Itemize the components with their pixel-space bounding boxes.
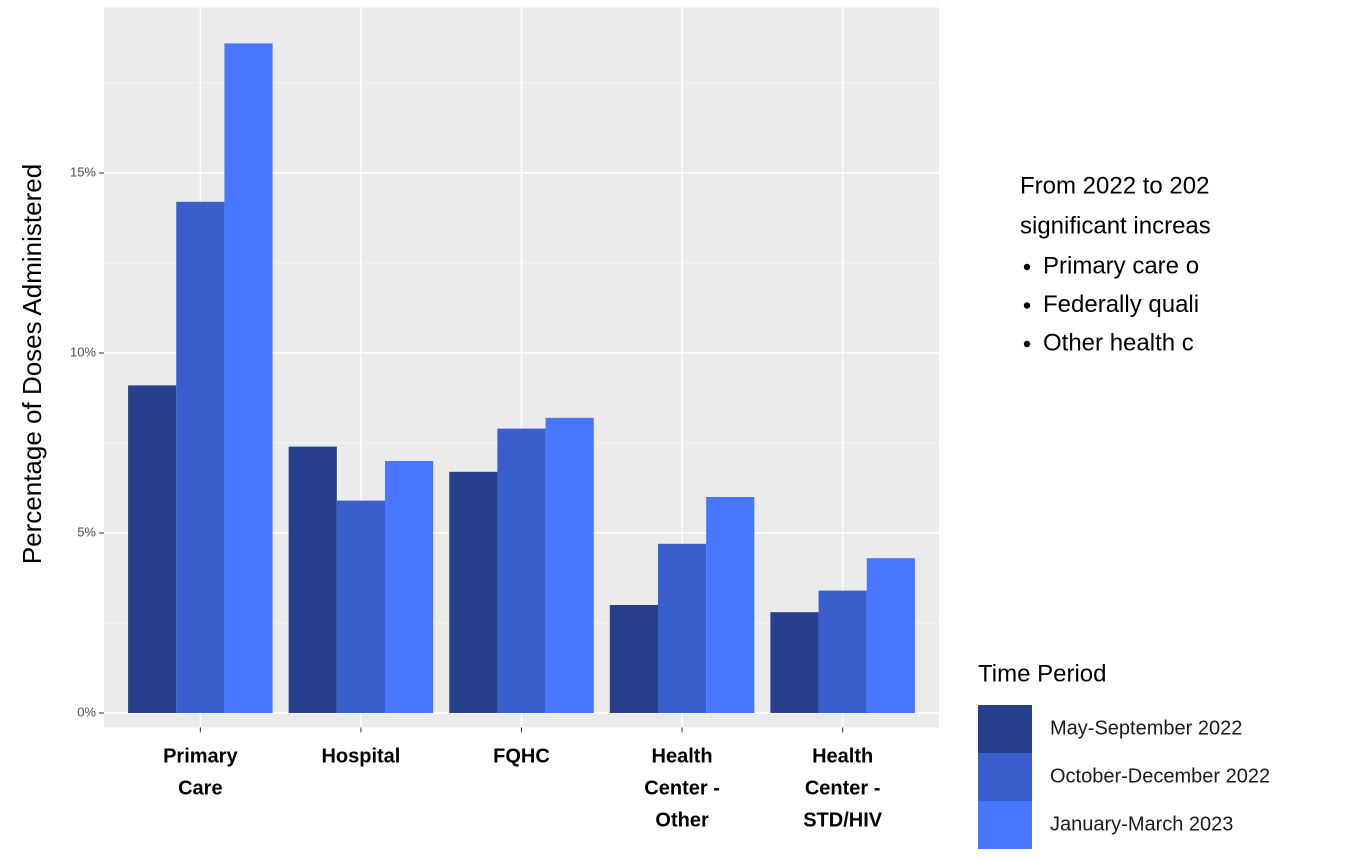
legend-swatch bbox=[978, 705, 1032, 753]
bullet-dot bbox=[1023, 302, 1031, 309]
x-tick-label: Primary bbox=[163, 745, 238, 767]
annotation-bullet: Other health c bbox=[1043, 329, 1194, 356]
y-axis-label: Percentage of Doses Administered bbox=[17, 164, 47, 564]
x-tick-label: Health bbox=[652, 745, 713, 767]
bar bbox=[128, 385, 177, 713]
annotation-line: significant increas bbox=[1020, 212, 1211, 239]
legend-label: October-December 2022 bbox=[1050, 765, 1270, 787]
legend-swatch bbox=[978, 801, 1032, 849]
x-tick-label: STD/HIV bbox=[803, 809, 883, 831]
bar bbox=[706, 497, 755, 713]
annotation-bullet: Primary care o bbox=[1043, 252, 1199, 279]
x-tick-label: Hospital bbox=[321, 745, 400, 767]
bar bbox=[449, 471, 498, 713]
y-tick-label: 0% bbox=[77, 704, 96, 719]
bar bbox=[176, 201, 225, 714]
x-tick-label: Center - bbox=[644, 777, 720, 799]
x-tick-label: Other bbox=[655, 809, 709, 831]
bar bbox=[224, 43, 273, 713]
x-tick-label: Care bbox=[178, 777, 222, 799]
bullet-dot bbox=[1023, 340, 1031, 348]
y-tick-label: 15% bbox=[70, 164, 96, 179]
bar bbox=[545, 417, 594, 713]
annotation-bullet: Federally quali bbox=[1043, 291, 1199, 318]
bar bbox=[385, 461, 434, 713]
bar bbox=[609, 605, 658, 713]
annotation-line: From 2022 to 202 bbox=[1020, 172, 1209, 199]
legend-label: January-March 2023 bbox=[1050, 813, 1233, 835]
bar bbox=[818, 590, 867, 713]
y-tick-label: 10% bbox=[70, 344, 96, 359]
legend-label: May-September 2022 bbox=[1050, 717, 1242, 739]
y-tick-label: 5% bbox=[77, 524, 96, 539]
x-tick-label: Center - bbox=[805, 777, 881, 799]
bar bbox=[770, 612, 819, 713]
x-tick-label: Health bbox=[812, 745, 873, 767]
bullet-dot bbox=[1023, 263, 1031, 271]
legend-title: Time Period bbox=[978, 660, 1106, 687]
bar bbox=[657, 543, 707, 713]
bar bbox=[497, 428, 546, 713]
bar bbox=[866, 558, 915, 713]
legend-swatch bbox=[978, 753, 1032, 801]
bar bbox=[336, 500, 386, 713]
bar bbox=[288, 446, 337, 713]
x-tick-label: FQHC bbox=[493, 745, 550, 767]
